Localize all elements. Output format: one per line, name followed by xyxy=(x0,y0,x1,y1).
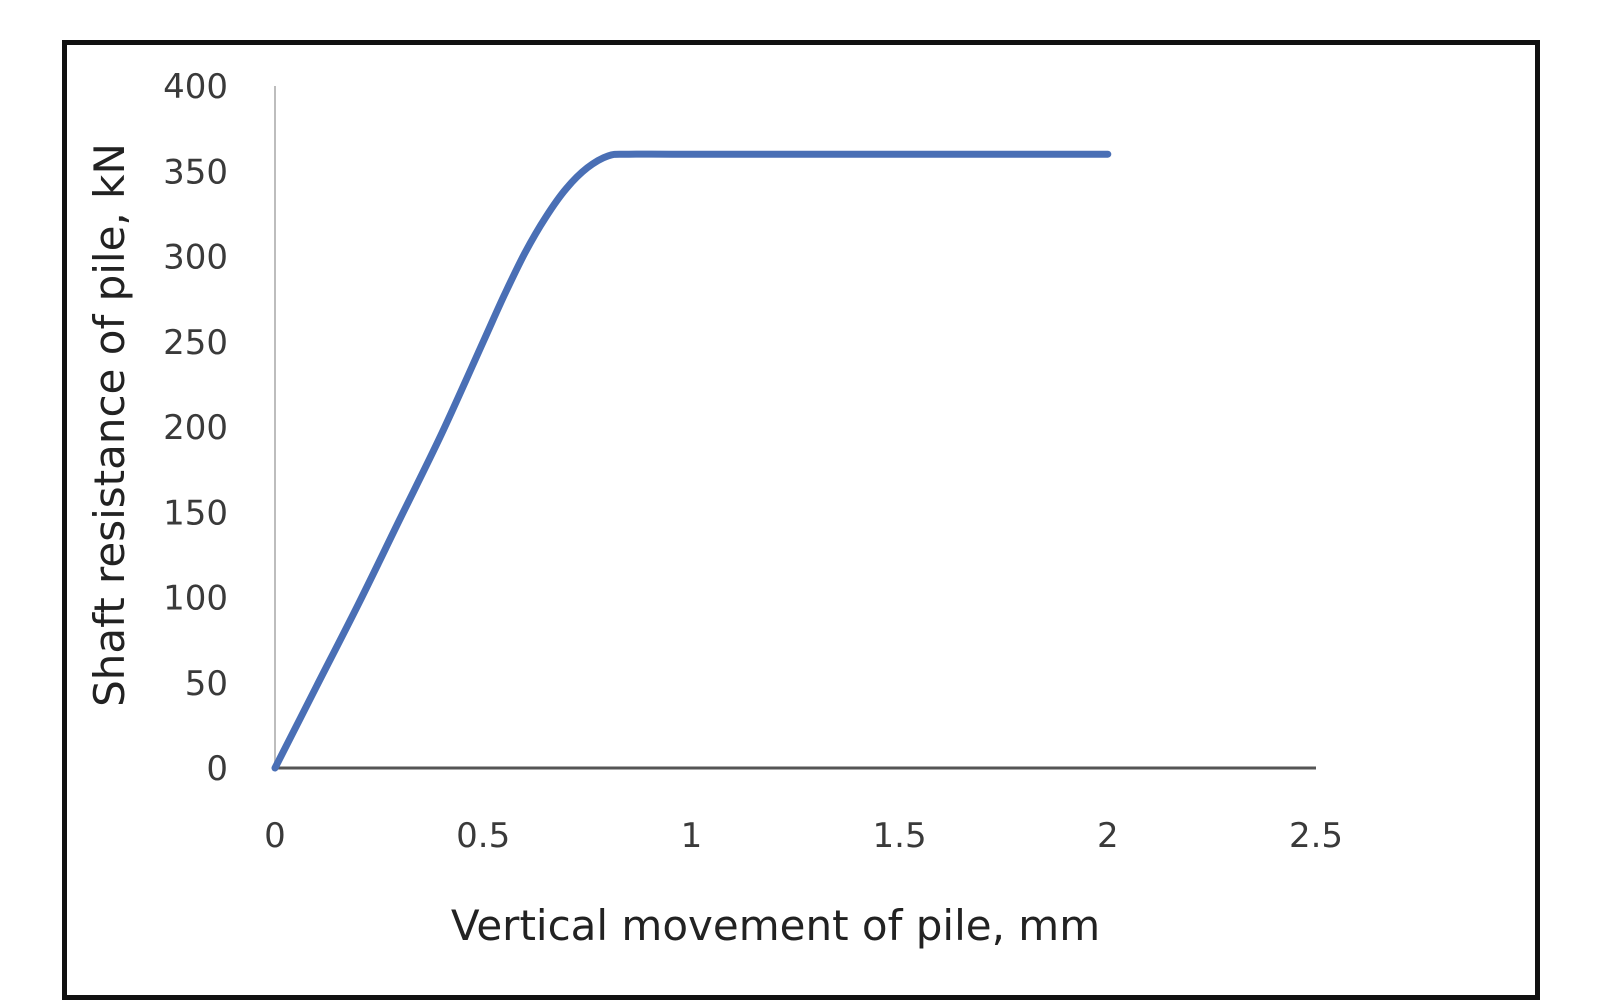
chart-frame xyxy=(62,40,1540,1000)
y-tick-label: 300 xyxy=(163,238,228,278)
y-tick-label: 50 xyxy=(185,664,228,704)
y-tick-label: 250 xyxy=(163,323,228,363)
x-tick-label: 1 xyxy=(681,816,703,856)
x-tick-label: 1.5 xyxy=(873,816,927,856)
x-tick-label: 2 xyxy=(1097,816,1119,856)
y-tick-label: 200 xyxy=(163,408,228,448)
x-tick-label: 0.5 xyxy=(456,816,510,856)
y-tick-label: 400 xyxy=(163,67,228,107)
line-chart: 0 50 100 150 200 250 300 350 400 0 0.5 1 1.5 2 2.5 Ve… xyxy=(85,67,1343,950)
x-tick-label: 2.5 xyxy=(1289,816,1343,856)
x-axis-title: Vertical movement of pile, mm xyxy=(451,901,1100,950)
y-tick-labels: 0 50 100 150 200 250 300 350 400 xyxy=(163,67,228,789)
y-tick-label: 350 xyxy=(163,152,228,192)
y-axis-title: Shaft resistance of pile, kN xyxy=(85,143,134,707)
y-tick-label: 0 xyxy=(206,749,228,789)
y-tick-label: 100 xyxy=(163,579,228,619)
x-tick-label: 0 xyxy=(264,816,286,856)
x-tick-labels: 0 0.5 1 1.5 2 2.5 xyxy=(264,816,1343,856)
y-tick-label: 150 xyxy=(163,493,228,533)
series-line xyxy=(271,150,1112,772)
